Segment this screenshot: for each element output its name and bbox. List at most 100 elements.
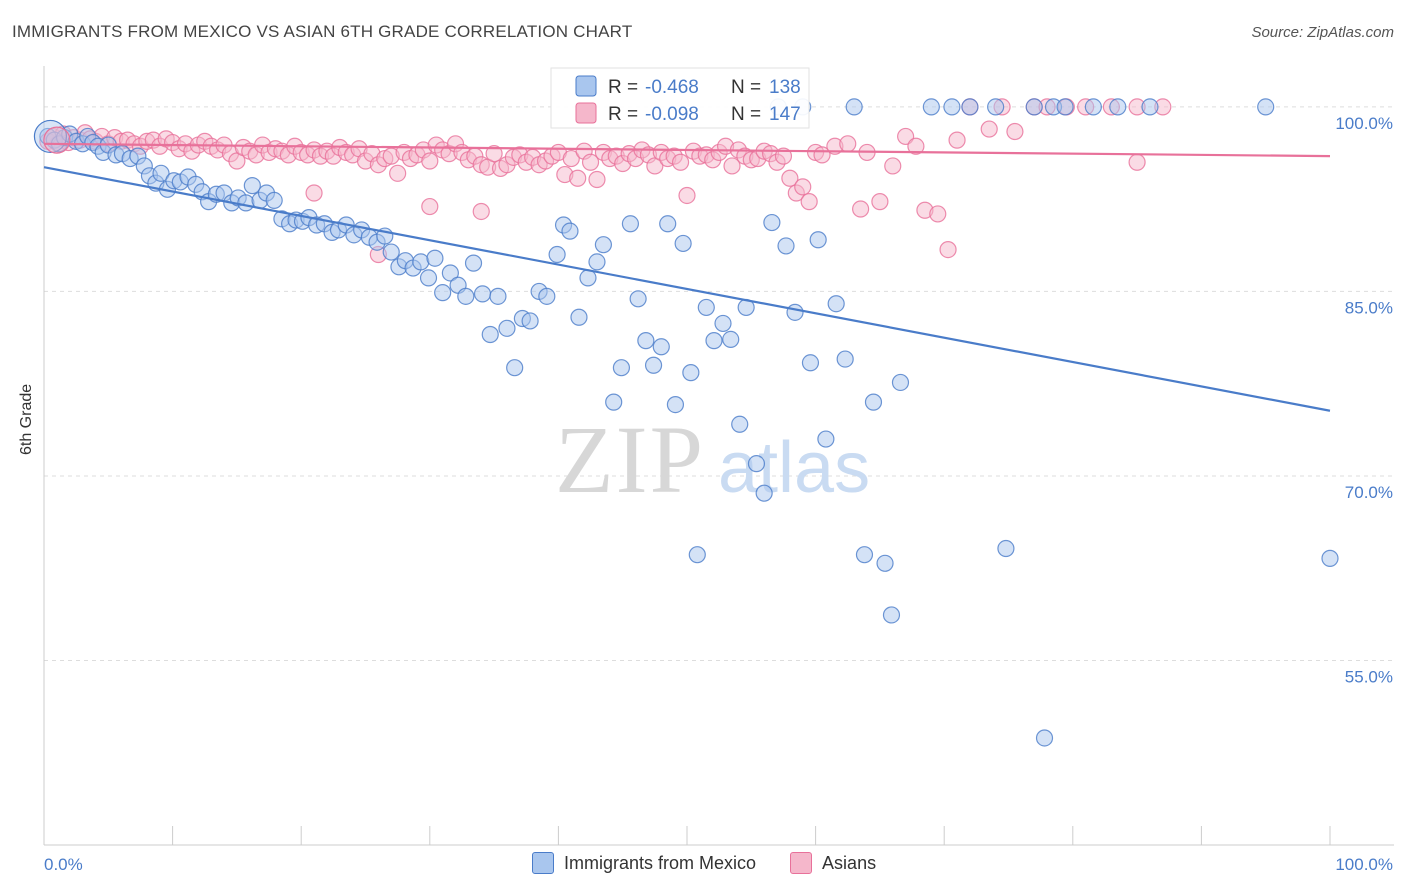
x-tick-label-max: 100.0% <box>1335 855 1393 874</box>
point-mexico <box>731 415 749 433</box>
tick-labels: 55.0% 70.0% 85.0% 100.0% 0.0% 100.0% <box>44 114 1393 874</box>
legend-r-label-1: R = <box>608 77 638 98</box>
bottom-legend: Immigrants from Mexico Asians <box>532 852 910 874</box>
point-asians <box>948 131 966 149</box>
point-asians <box>472 202 490 221</box>
trend-line-mexico <box>43 166 1331 412</box>
axes <box>43 66 1394 846</box>
point-asians <box>980 120 998 138</box>
point-mexico <box>855 546 874 564</box>
trend-lines <box>43 142 1331 412</box>
point-asians <box>723 157 741 175</box>
point-mexico <box>682 364 700 382</box>
point-mexico <box>1035 729 1054 747</box>
point-asians <box>581 153 600 171</box>
point-asians <box>305 184 323 202</box>
point-asians <box>781 169 799 187</box>
point-mexico <box>836 350 854 368</box>
point-asians <box>485 145 503 163</box>
y-tick-label: 70.0% <box>1345 483 1393 502</box>
point-mexico <box>786 303 804 321</box>
point-mexico <box>777 237 795 255</box>
point-asians <box>1128 153 1146 171</box>
point-mexico <box>473 285 492 303</box>
point-mexico <box>801 354 820 372</box>
legend-n-label-2: N = <box>731 104 761 125</box>
chart-title: IMMIGRANTS FROM MEXICO VS ASIAN 6TH GRAD… <box>12 22 633 41</box>
point-asians <box>774 147 793 165</box>
point-asians <box>884 157 902 175</box>
point-mexico <box>688 546 706 564</box>
point-mexico <box>817 430 835 448</box>
point-mexico <box>1056 98 1074 116</box>
point-mexico <box>705 332 723 350</box>
legend-r-label-2: R = <box>608 104 638 125</box>
point-mexico <box>412 253 430 271</box>
legend-r-value-2: -0.098 <box>645 104 699 125</box>
point-mexico <box>659 215 677 233</box>
trend-line-asians <box>43 142 1331 158</box>
point-mexico <box>674 234 692 253</box>
point-mexico <box>922 98 940 116</box>
point-asians <box>871 193 889 211</box>
point-mexico <box>722 330 740 349</box>
source-label: Source: ZipAtlas.com <box>1251 24 1394 41</box>
point-asians <box>588 170 606 189</box>
point-asians <box>421 197 439 216</box>
point-asians <box>907 137 925 155</box>
point-asians <box>794 178 812 196</box>
watermark-zip: ZIP <box>555 406 705 513</box>
point-mexico <box>548 245 566 264</box>
point-asians <box>852 200 870 218</box>
point-asians <box>389 164 407 182</box>
point-mexico <box>644 356 663 374</box>
point-mexico <box>845 98 863 116</box>
point-asians <box>1006 122 1024 141</box>
bottom-legend-item-asians: Asians <box>790 852 876 874</box>
point-mexico <box>570 308 588 326</box>
point-mexico <box>1025 98 1043 116</box>
bottom-legend-label-mexico: Immigrants from Mexico <box>564 852 757 873</box>
point-mexico <box>621 215 640 233</box>
point-mexico <box>876 554 894 572</box>
watermark-atlas: atlas <box>718 428 870 508</box>
point-mexico <box>441 264 459 282</box>
point-mexico <box>666 396 685 414</box>
point-mexico <box>961 98 979 116</box>
legend-n-label-1: N = <box>731 77 761 98</box>
point-mexico <box>987 98 1005 116</box>
point-mexico <box>594 236 613 254</box>
point-asians-cluster <box>43 126 71 154</box>
y-tick-label: 100.0% <box>1335 114 1393 133</box>
point-asians <box>421 152 439 170</box>
point-mexico <box>629 290 647 308</box>
point-mexico <box>434 284 452 302</box>
point-mexico <box>997 539 1015 558</box>
point-mexico <box>152 164 170 182</box>
x-tick-label-min: 0.0% <box>44 855 83 874</box>
swatch-pink <box>790 852 813 874</box>
legend-r-value-1: -0.468 <box>645 77 699 98</box>
point-mexico <box>605 393 623 411</box>
point-mexico <box>489 287 507 305</box>
point-asians <box>569 169 587 187</box>
point-mexico <box>237 194 255 212</box>
point-mexico <box>747 455 766 473</box>
point-mexico <box>652 338 670 356</box>
point-mexico <box>827 295 845 313</box>
point-mexico <box>419 269 438 287</box>
watermark: ZIP atlas <box>555 406 870 513</box>
legend-swatch-blue <box>575 75 597 97</box>
legend-n-value-1: 138 <box>769 77 801 98</box>
point-mexico <box>265 191 283 209</box>
point-mexico <box>498 319 516 337</box>
point-asians <box>671 153 690 171</box>
point-mexico <box>457 287 475 305</box>
point-mexico <box>891 373 910 392</box>
point-mexico <box>481 325 499 344</box>
point-mexico <box>1109 98 1127 116</box>
point-asians <box>678 186 696 205</box>
point-mexico <box>882 606 901 624</box>
point-mexico <box>943 98 961 116</box>
point-mexico <box>588 253 606 271</box>
